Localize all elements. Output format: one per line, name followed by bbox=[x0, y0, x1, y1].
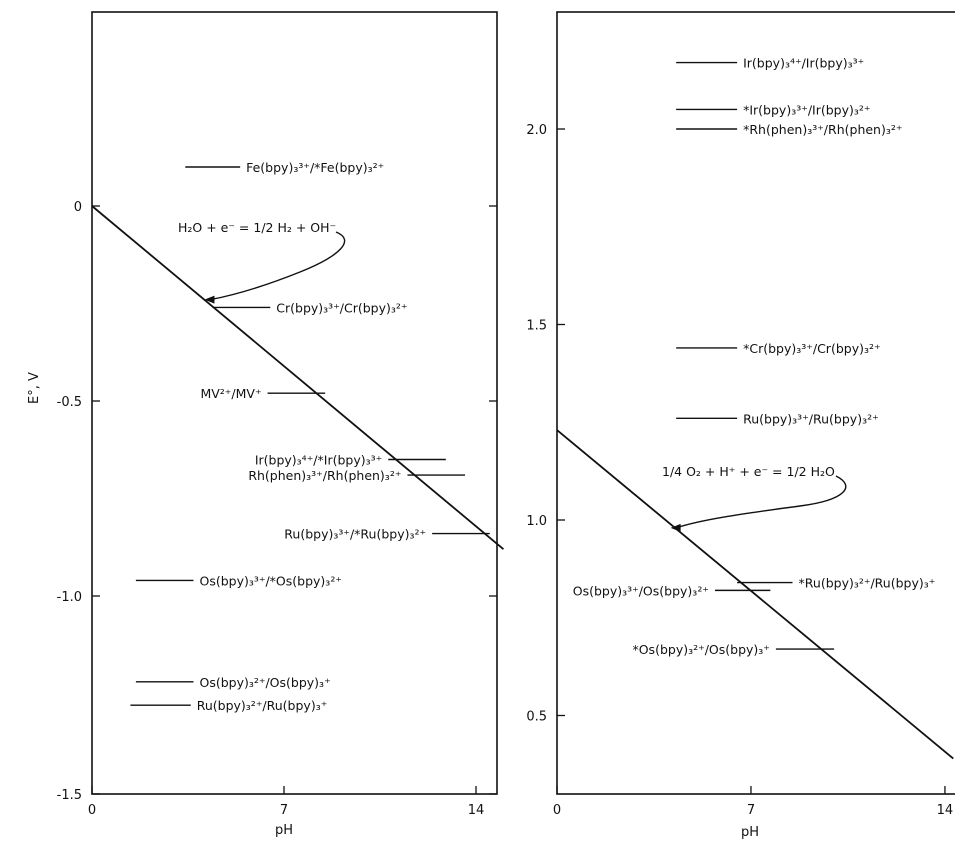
right-plot-frame bbox=[556, 11, 955, 795]
left-axis-ticks: 0 7 14 0 -0.5 -1.0 -1.5 bbox=[57, 200, 497, 818]
left-x-tick-label: 14 bbox=[468, 803, 485, 818]
right-annotation-arrowhead bbox=[670, 523, 681, 532]
right-y-tick-label: 2.0 bbox=[526, 123, 547, 138]
right-x-tick-label: 0 bbox=[553, 803, 561, 818]
left-panel-reducing-potentials: E°, V pH 0 7 14 0 -0.5 -1.0 -1.5 Fe(bpy)₃³⁺/*F… bbox=[27, 11, 505, 838]
left-y-tick-label: 0 bbox=[74, 200, 82, 215]
left-annotation-arrowhead bbox=[204, 295, 215, 304]
right-x-tick-label: 14 bbox=[937, 803, 954, 818]
right-axis-ticks: 0 7 14 2.0 1.5 1.0 0.5 bbox=[526, 123, 953, 818]
left-x-tick-label: 7 bbox=[280, 803, 288, 818]
left-couple-label: Ru(bpy)₃²⁺/Ru(bpy)₃⁺ bbox=[197, 698, 328, 713]
right-y-tick-label: 1.0 bbox=[526, 514, 547, 529]
right-couple-label: *Ru(bpy)₃²⁺/Ru(bpy)₃⁺ bbox=[799, 576, 936, 591]
left-x-axis-label: pH bbox=[275, 823, 293, 838]
right-water-oxidation-label: 1/4 O₂ + H⁺ + e⁻ = 1/2 H₂O bbox=[662, 464, 835, 479]
left-redox-couples: Fe(bpy)₃³⁺/*Fe(bpy)₃²⁺ Cr(bpy)₃³⁺/Cr(bpy)… bbox=[130, 160, 490, 713]
right-couple-label: Os(bpy)₃³⁺/Os(bpy)₃²⁺ bbox=[573, 583, 709, 598]
left-water-reduction-annotation: H₂O + e⁻ = 1/2 H₂ + OH⁻ bbox=[178, 220, 346, 304]
left-y-tick-label: -1.0 bbox=[57, 590, 82, 605]
left-couple-label: Cr(bpy)₃³⁺/Cr(bpy)₃²⁺ bbox=[276, 300, 407, 315]
right-annotation-arrow bbox=[676, 475, 847, 529]
left-couple-label: Rh(phen)₃³⁺/Rh(phen)₃²⁺ bbox=[248, 468, 401, 483]
left-water-reduction-label: H₂O + e⁻ = 1/2 H₂ + OH⁻ bbox=[178, 220, 336, 235]
left-water-reduction-line bbox=[91, 205, 505, 550]
left-plot-frame bbox=[91, 11, 498, 795]
left-couple-label: Fe(bpy)₃³⁺/*Fe(bpy)₃²⁺ bbox=[246, 160, 384, 175]
left-annotation-arrow bbox=[210, 231, 346, 301]
right-couple-label: Ir(bpy)₃⁴⁺/Ir(bpy)₃³⁺ bbox=[743, 56, 864, 71]
left-x-tick-label: 0 bbox=[88, 803, 96, 818]
right-couple-label: *Os(bpy)₃²⁺/Os(bpy)₃⁺ bbox=[632, 642, 769, 657]
right-couple-label: *Ir(bpy)₃³⁺/Ir(bpy)₃²⁺ bbox=[743, 102, 870, 117]
right-x-axis-label: pH bbox=[741, 825, 759, 840]
left-y-axis-label: E°, V bbox=[27, 372, 42, 404]
right-y-tick-label: 1.5 bbox=[526, 319, 547, 334]
right-couple-label: *Rh(phen)₃³⁺/Rh(phen)₃²⁺ bbox=[743, 122, 902, 137]
right-y-tick-label: 0.5 bbox=[526, 710, 547, 725]
left-couple-label: Os(bpy)₃²⁺/Os(bpy)₃⁺ bbox=[199, 675, 330, 690]
right-water-oxidation-line bbox=[556, 429, 954, 760]
right-couple-label: Ru(bpy)₃³⁺/Ru(bpy)₃²⁺ bbox=[743, 411, 879, 426]
right-panel-oxidizing-potentials: pH 0 7 14 2.0 1.5 1.0 0.5 Ir(bpy)₃⁴⁺/Ir(bpy)₃³… bbox=[526, 11, 955, 840]
left-couple-label: Ir(bpy)₃⁴⁺/*Ir(bpy)₃³⁺ bbox=[255, 453, 382, 468]
right-redox-couples: Ir(bpy)₃⁴⁺/Ir(bpy)₃³⁺ *Ir(bpy)₃³⁺/Ir(bpy)… bbox=[573, 56, 936, 658]
left-y-tick-label: -0.5 bbox=[57, 395, 82, 410]
left-y-tick-label: -1.5 bbox=[57, 788, 82, 803]
left-couple-label: Os(bpy)₃³⁺/*Os(bpy)₃²⁺ bbox=[199, 573, 341, 588]
right-water-oxidation-annotation: 1/4 O₂ + H⁺ + e⁻ = 1/2 H₂O bbox=[662, 464, 847, 532]
left-couple-label: MV²⁺/MV⁺ bbox=[200, 386, 261, 401]
right-couple-label: *Cr(bpy)₃³⁺/Cr(bpy)₃²⁺ bbox=[743, 341, 880, 356]
right-x-tick-label: 7 bbox=[747, 803, 755, 818]
left-couple-label: Ru(bpy)₃³⁺/*Ru(bpy)₃²⁺ bbox=[284, 527, 426, 542]
